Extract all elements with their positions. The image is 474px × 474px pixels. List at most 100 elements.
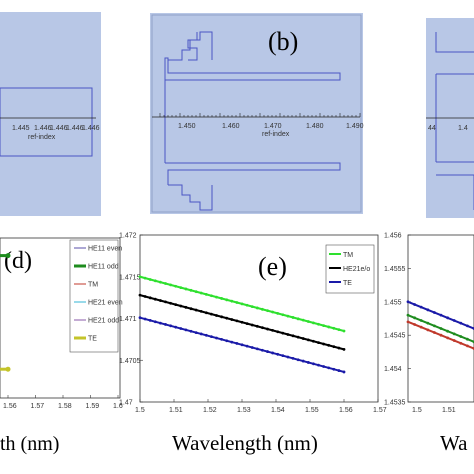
panel-f-series-point xyxy=(413,316,416,320)
panel-e-series-point xyxy=(143,317,147,321)
panel-e-xtick-label: 1.53 xyxy=(237,407,251,414)
panel-e-series-point xyxy=(271,351,274,355)
panel-e-series-point xyxy=(194,331,198,334)
panel-e-series-point xyxy=(255,306,259,310)
panel-e-series-point xyxy=(276,311,280,315)
panel-e-series-point xyxy=(179,327,183,330)
panel-d-series-point xyxy=(5,253,11,259)
panel-e-series-point xyxy=(169,301,173,305)
panel-d-legend-entry: HE11 odd xyxy=(88,264,119,271)
panel-e-series-point xyxy=(255,324,259,328)
panel-e-series-point xyxy=(199,332,203,336)
panel-e-series-point xyxy=(204,333,208,337)
panel-f-series-point xyxy=(419,305,423,309)
panel-e-series-point xyxy=(235,301,239,304)
panel-f-series-point xyxy=(466,344,469,348)
panel-a: 1.445 1.446 1.446 1.446 1.446 ref-index xyxy=(0,12,101,216)
panel-f-series-point xyxy=(459,335,463,338)
panel-e-series-point xyxy=(143,295,147,298)
panel-f-ytick-label: 1.4555 xyxy=(384,266,406,273)
panel-f-xlabel: Wa xyxy=(440,431,468,455)
panel-d: (d) 1.56 1.57 1.58 1.59 1.6 HE11 even HE11 od… xyxy=(0,237,123,455)
panel-e-series-point xyxy=(159,299,162,302)
panel-b-tick: 1.480 xyxy=(306,123,324,130)
panel-e-series-point xyxy=(210,294,213,298)
panel-f-series-point xyxy=(406,300,410,304)
panel-e-series-point xyxy=(174,303,178,307)
panel-e-series-point xyxy=(312,362,315,366)
panel-e-series-point xyxy=(164,300,167,304)
panel-e-series-point xyxy=(215,314,218,317)
panel-a-tick: 1.446 xyxy=(66,125,84,132)
panel-e-ytick-label: 1.47 xyxy=(119,400,133,407)
panel-e-series-point xyxy=(312,339,315,343)
panel-e-series-point xyxy=(164,282,167,285)
panel-e-series-point xyxy=(230,340,234,344)
panel-f-series-point xyxy=(452,332,456,336)
panel-e-series-point xyxy=(194,308,198,312)
panel-e-ticks: 1.5 1.51 1.52 1.53 1.54 1.55 1.56 1.57 1.472 1.47… xyxy=(119,233,387,415)
panel-b-label: (b) xyxy=(268,27,298,56)
panel-b-tick: 1.490 xyxy=(346,123,364,130)
panel-f-ytick-label: 1.4545 xyxy=(384,333,406,340)
panel-e-series-point xyxy=(245,344,249,348)
panel-d-series-group xyxy=(0,253,11,372)
panel-a-background xyxy=(0,12,101,216)
panel-f-xtick-label: 1.5 xyxy=(412,407,422,414)
panel-e-series-point xyxy=(317,341,320,345)
panel-e-series-point xyxy=(220,337,224,341)
panel-e-series-point xyxy=(342,347,346,351)
panel-f-series-point xyxy=(419,319,423,322)
panel-e-ytick-label: 1.472 xyxy=(119,233,137,240)
panel-e-xtick-label: 1.56 xyxy=(339,407,353,414)
panel-e-series-point xyxy=(261,307,264,311)
panel-d-legend-entry: HE21 even xyxy=(88,300,123,307)
panel-a-tick: 1.446 xyxy=(50,125,68,132)
panel-e-series-point xyxy=(194,290,198,294)
panel-e-series-point xyxy=(153,320,157,324)
panel-b-tick: 1.460 xyxy=(222,123,240,130)
panel-a-tick-group: 1.445 1.446 1.446 1.446 1.446 xyxy=(12,125,100,132)
panel-d-legend: HE11 even HE11 odd TM HE21 even HE21 odd TE xyxy=(69,239,123,353)
panel-e-xtick-label: 1.54 xyxy=(271,407,285,414)
panel-b-minor-ticks xyxy=(159,113,361,117)
panel-e-series-point xyxy=(230,299,234,303)
panel-e-series-point xyxy=(235,319,239,323)
panel-f-series-point xyxy=(446,316,449,320)
panel-e-series-point xyxy=(306,361,310,364)
panel-f-series-point xyxy=(459,341,463,345)
panel-e-series-point xyxy=(240,320,244,324)
panel-e-series-point xyxy=(215,295,218,299)
panel-e-series-point xyxy=(225,339,229,343)
panel-e-series-point xyxy=(138,275,142,279)
panel-e-series-point xyxy=(337,369,341,372)
panel-f-ytick-label: 1.455 xyxy=(384,299,402,306)
panel-b-tick: 1.470 xyxy=(264,123,282,130)
panel-e-series-point xyxy=(199,310,203,313)
panel-e-series-point xyxy=(281,354,285,358)
panel-e-series-point xyxy=(153,297,157,301)
panel-b-mode-top-inner xyxy=(187,32,198,61)
panel-e-series-point xyxy=(291,316,295,319)
panel-e-series-point xyxy=(317,322,320,326)
panel-f-series-point xyxy=(446,329,449,333)
panel-a-tick: 1.446 xyxy=(34,125,52,132)
panel-e-series-point xyxy=(153,279,157,283)
panel-e-series-point xyxy=(266,327,269,331)
panel-e-series-point xyxy=(159,321,162,325)
panel-b-tick: 1.450 xyxy=(178,123,196,130)
panel-d-xtick-label: 1.59 xyxy=(86,403,100,410)
panel-f-series-point xyxy=(452,319,456,322)
panel-e-series-point xyxy=(301,318,305,322)
panel-f-series-point xyxy=(439,313,443,317)
panel-e-series-point xyxy=(225,316,229,320)
panel-d-legend-entry: HE21 odd xyxy=(88,318,119,325)
panel-e-legend: TM HE21e/o TE xyxy=(325,244,375,294)
panel-e-series-point xyxy=(312,321,315,325)
panel-e-series-point xyxy=(225,298,229,302)
panel-e-xtick-label: 1.52 xyxy=(203,407,217,414)
panel-f-series-point xyxy=(426,308,430,312)
panel-e-series-point xyxy=(337,346,341,350)
panel-e-series-point xyxy=(301,359,305,363)
